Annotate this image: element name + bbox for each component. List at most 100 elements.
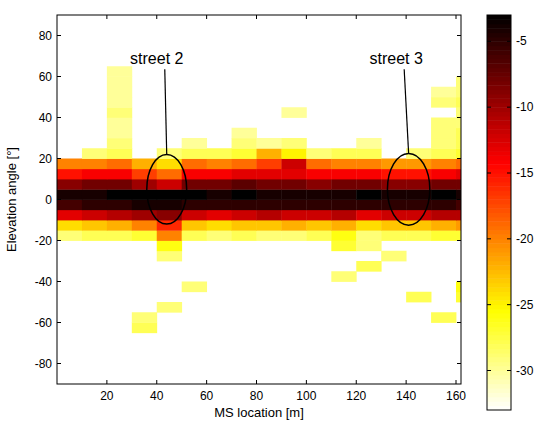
colorbar-swatch [487, 384, 511, 389]
colorbar-tick [487, 107, 491, 108]
colorbar-swatch [487, 55, 511, 60]
heat-cell [456, 220, 461, 231]
heat-cell [356, 169, 381, 180]
heat-cell [207, 159, 232, 170]
heat-cell [232, 159, 257, 170]
colorbar-swatch [487, 278, 511, 283]
heat-cell [456, 230, 461, 241]
heat-cell [57, 220, 82, 231]
y-axis-title: Elevation angle [°] [4, 147, 19, 252]
heat-cell [157, 179, 182, 190]
heat-cell [207, 179, 232, 190]
colorbar-tick-label: -30 [516, 364, 534, 378]
heat-cell [331, 230, 356, 241]
y-tick-label: -20 [35, 234, 53, 248]
heat-cell [331, 169, 356, 180]
colorbar-swatch [487, 335, 511, 340]
colorbar-swatch [487, 230, 511, 235]
heat-cell [157, 200, 182, 211]
colorbar-swatch [487, 234, 511, 239]
heat-cell [331, 271, 356, 282]
heat-cell [356, 230, 381, 241]
colorbar-swatch [487, 120, 511, 125]
annotation-leader [165, 69, 167, 154]
heat-cell [331, 179, 356, 190]
colorbar-swatch [487, 107, 511, 112]
heat-cell [232, 138, 257, 149]
colorbar-swatch [487, 19, 511, 24]
y-tick [457, 35, 461, 36]
colorbar-tick [507, 107, 511, 108]
colorbar-swatch [487, 388, 511, 393]
heat-cell [107, 220, 132, 231]
x-tick-label: 160 [446, 389, 466, 403]
heat-cell [57, 189, 82, 200]
y-tick [57, 363, 61, 364]
colorbar-swatch [487, 217, 511, 222]
colorbar-swatch [487, 90, 511, 95]
colorbar-swatch [487, 85, 511, 90]
colorbar-swatch [487, 138, 511, 143]
heat-cell [281, 200, 306, 211]
heat-cell [207, 230, 232, 241]
heat-cell [306, 148, 331, 159]
heatmap-cells [57, 66, 461, 333]
heat-cell [356, 179, 381, 190]
heat-cell [82, 169, 107, 180]
colorbar-swatch [487, 318, 511, 323]
heat-cell [232, 169, 257, 180]
colorbar-swatch [487, 256, 511, 261]
colorbar-swatch [487, 112, 511, 117]
heat-cell [281, 220, 306, 231]
y-tick [457, 158, 461, 159]
heat-cell [406, 210, 431, 221]
heat-cell [281, 107, 306, 118]
heat-cell [257, 200, 282, 211]
heat-cell [82, 210, 107, 221]
heat-cell [182, 138, 207, 149]
heat-cell [157, 241, 182, 252]
heat-cell [431, 169, 456, 180]
heat-cell [157, 220, 182, 231]
colorbar-swatch [487, 265, 511, 270]
colorbar-swatch [487, 186, 511, 191]
colorbar-swatch [487, 322, 511, 327]
colorbar-swatch [487, 331, 511, 336]
annotation-ellipse [387, 153, 429, 225]
heat-cell [82, 220, 107, 231]
x-tick [156, 380, 157, 384]
heat-cell [107, 200, 132, 211]
colorbar-swatch [487, 81, 511, 86]
heat-cell [107, 77, 132, 88]
heat-cell [132, 230, 157, 241]
heat-cell [232, 189, 257, 200]
x-tick-label: 140 [396, 389, 416, 403]
colorbar-swatch [487, 353, 511, 358]
colorbar-swatch [487, 63, 511, 68]
x-tick [456, 15, 457, 19]
heat-cell [132, 189, 157, 200]
heat-cell [331, 189, 356, 200]
heat-cell [456, 118, 461, 129]
x-tick [456, 380, 457, 384]
colorbar-swatch [487, 151, 511, 156]
heat-cell [456, 179, 461, 190]
plot-frame [57, 15, 461, 384]
heat-cell [257, 148, 282, 159]
colorbar-frame [487, 15, 511, 410]
heat-cell [356, 138, 381, 149]
heat-cell [306, 220, 331, 231]
colorbar-swatch [487, 239, 511, 244]
y-tick [57, 199, 61, 200]
colorbar-swatch [487, 397, 511, 402]
heat-cell [406, 230, 431, 241]
heat-cell [207, 210, 232, 221]
heat-cell [281, 189, 306, 200]
colorbar-tick [507, 304, 511, 305]
heat-cell [281, 179, 306, 190]
heat-cell [182, 148, 207, 159]
colorbar-swatch [487, 155, 511, 160]
x-tick-label: 20 [100, 389, 114, 403]
heat-cell [157, 230, 182, 241]
y-tick-label: -80 [35, 357, 53, 371]
